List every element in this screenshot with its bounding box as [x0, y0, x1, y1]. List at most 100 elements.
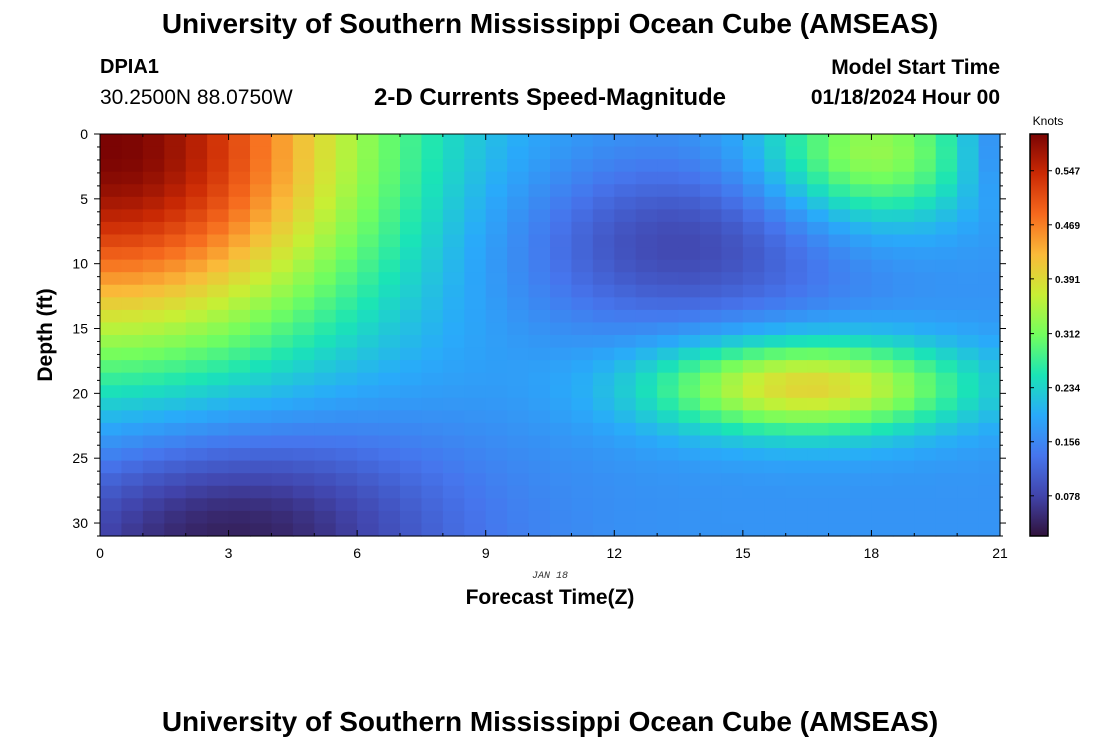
heatmap-cell	[485, 322, 508, 336]
heatmap-cell	[335, 171, 358, 185]
heatmap-cell	[142, 234, 165, 248]
heatmap-cell	[528, 372, 551, 386]
heatmap-cell	[614, 347, 637, 361]
heatmap-cell	[335, 335, 358, 349]
heatmap-cell	[892, 372, 915, 386]
heatmap-cell	[978, 372, 1001, 386]
heatmap-cell	[185, 221, 208, 236]
heatmap-cell	[164, 259, 187, 273]
heatmap-cell	[421, 335, 444, 349]
heatmap-cell	[100, 209, 123, 223]
heatmap-cell	[892, 523, 915, 537]
heatmap-cell	[250, 473, 273, 487]
heatmap-cell	[400, 410, 423, 424]
heatmap-cell	[721, 335, 744, 349]
heatmap-cell	[507, 247, 530, 261]
heatmap-cell	[635, 523, 658, 537]
heatmap-cell	[142, 272, 165, 286]
heatmap-cell	[785, 460, 808, 474]
heatmap-cell	[357, 184, 380, 198]
heatmap-cell	[914, 196, 937, 210]
heatmap-cell	[185, 435, 208, 449]
heatmap-cell	[828, 259, 851, 273]
heatmap-cell	[871, 385, 894, 399]
heatmap-cells	[100, 134, 1001, 537]
heatmap-cell	[250, 410, 273, 424]
heatmap-cell	[721, 510, 744, 525]
heatmap-cell	[678, 473, 701, 487]
heatmap-cell	[828, 448, 851, 462]
heatmap-cell	[721, 372, 744, 386]
heatmap-cell	[978, 184, 1001, 198]
heatmap-cell	[228, 410, 251, 424]
heatmap-cell	[550, 397, 573, 411]
heatmap-cell	[592, 347, 615, 361]
heatmap-cell	[700, 259, 723, 273]
heatmap-cell	[464, 196, 487, 210]
heatmap-cell	[292, 171, 315, 185]
heatmap-cell	[314, 347, 337, 361]
heatmap-cell	[142, 209, 165, 223]
heatmap-cell	[121, 385, 144, 399]
heatmap-cell	[121, 259, 144, 273]
heatmap-cell	[121, 485, 144, 499]
heatmap-cell	[614, 221, 637, 236]
heatmap-cell	[742, 360, 765, 374]
heatmap-cell	[892, 209, 915, 223]
heatmap-cell	[571, 510, 594, 525]
heatmap-cell	[657, 397, 680, 411]
heatmap-cell	[335, 448, 358, 462]
heatmap-cell	[335, 146, 358, 160]
heatmap-cell	[635, 171, 658, 185]
heatmap-cell	[614, 397, 637, 411]
heatmap-cell	[828, 460, 851, 474]
heatmap-cell	[421, 184, 444, 198]
heatmap-cell	[421, 234, 444, 248]
heatmap-cell	[378, 171, 401, 185]
heatmap-cell	[978, 171, 1001, 185]
heatmap-cell	[828, 485, 851, 499]
heatmap-cell	[507, 322, 530, 336]
heatmap-cell	[292, 184, 315, 198]
heatmap-cell	[850, 184, 873, 198]
heatmap-cell	[528, 171, 551, 185]
heatmap-cell	[678, 485, 701, 499]
heatmap-cell	[764, 196, 787, 210]
heatmap-cell	[335, 259, 358, 273]
heatmap-cell	[721, 284, 744, 298]
heatmap-cell	[700, 372, 723, 386]
heatmap-cell	[142, 385, 165, 399]
heatmap-cell	[357, 422, 380, 437]
heatmap-cell	[400, 322, 423, 336]
heatmap-cell	[742, 247, 765, 261]
heatmap-cell	[892, 360, 915, 374]
heatmap-cell	[507, 448, 530, 462]
heatmap-cell	[485, 221, 508, 236]
heatmap-cell	[464, 410, 487, 424]
heatmap-cell	[271, 510, 294, 525]
heatmap-cell	[978, 234, 1001, 248]
heatmap-cell	[892, 410, 915, 424]
heatmap-cell	[828, 347, 851, 361]
heatmap-cell	[957, 460, 980, 474]
heatmap-cell	[550, 284, 573, 298]
heatmap-cell	[400, 397, 423, 411]
heatmap-cell	[357, 372, 380, 386]
heatmap-cell	[357, 460, 380, 474]
heatmap-cell	[421, 284, 444, 298]
heatmap-cell	[935, 335, 958, 349]
heatmap-cell	[614, 272, 637, 286]
heatmap-cell	[357, 397, 380, 411]
heatmap-cell	[785, 272, 808, 286]
heatmap-cell	[335, 435, 358, 449]
heatmap-cell	[592, 372, 615, 386]
heatmap-cell	[764, 134, 787, 148]
heatmap-cell	[635, 422, 658, 437]
heatmap-cell	[400, 146, 423, 160]
heatmap-cell	[871, 209, 894, 223]
heatmap-cell	[700, 422, 723, 437]
heatmap-cell	[850, 171, 873, 185]
heatmap-cell	[485, 234, 508, 248]
heatmap-cell	[828, 360, 851, 374]
heatmap-cell	[271, 485, 294, 499]
